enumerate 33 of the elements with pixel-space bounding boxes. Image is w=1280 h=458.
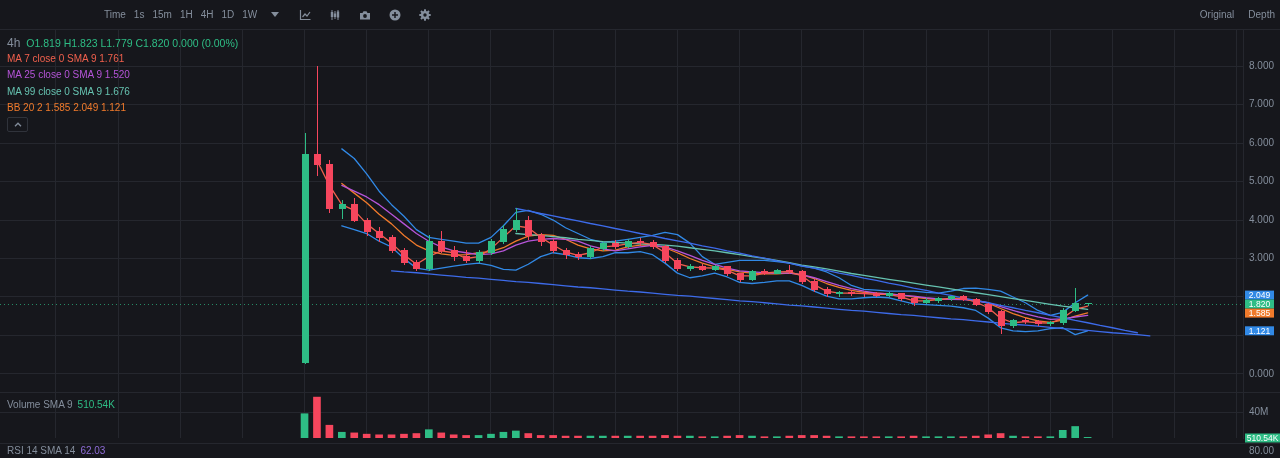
text: MA 99 close 0 SMA 9 1.676	[7, 85, 130, 97]
text: 1W	[242, 9, 258, 20]
y-tick-label: 4.000	[1249, 213, 1275, 225]
text: Original	[1199, 9, 1235, 20]
text: 15m	[152, 9, 172, 20]
text: BB 20 2 1.585 2.049 1.121	[7, 102, 126, 114]
text: Volume SMA 9	[7, 399, 73, 410]
annotation: 1.585	[1248, 307, 1271, 318]
text: MA 25 close 0 SMA 9 1.520	[7, 69, 130, 81]
text: Time	[104, 9, 126, 20]
text: 80.00	[1249, 444, 1275, 457]
text: 4H	[200, 9, 214, 20]
y-tick-label: 0.000	[1249, 367, 1275, 379]
y-tick-label: 7.000	[1249, 98, 1275, 110]
text: MA 7 close 0 SMA 9 1.761	[7, 52, 125, 64]
text: 1H	[179, 9, 193, 20]
text: RSI 14 SMA 14	[7, 445, 76, 456]
text: 62.03	[80, 445, 106, 456]
y-tick-label: 5.000	[1249, 175, 1275, 187]
annotation: 1.121	[1248, 325, 1271, 336]
text: 1s	[133, 9, 145, 20]
text: Depth	[1248, 9, 1275, 20]
y-tick-label: 40M	[1249, 406, 1269, 418]
annotation: O1.819 H1.823 L1.779 C1.820 0.000 (0.00%)	[26, 36, 239, 49]
y-tick-label: 6.000	[1249, 136, 1275, 148]
text: 1D	[221, 9, 235, 20]
text: 510.54K	[1246, 432, 1279, 443]
ref-line-label: 1.820	[1248, 298, 1271, 309]
annotation: 510.54K	[77, 399, 115, 410]
y-tick-label: 8.000	[1249, 59, 1275, 71]
annotation: 2.049	[1248, 289, 1271, 300]
y-tick-label: 3.000	[1249, 252, 1275, 264]
annotation: 4h	[7, 35, 21, 50]
